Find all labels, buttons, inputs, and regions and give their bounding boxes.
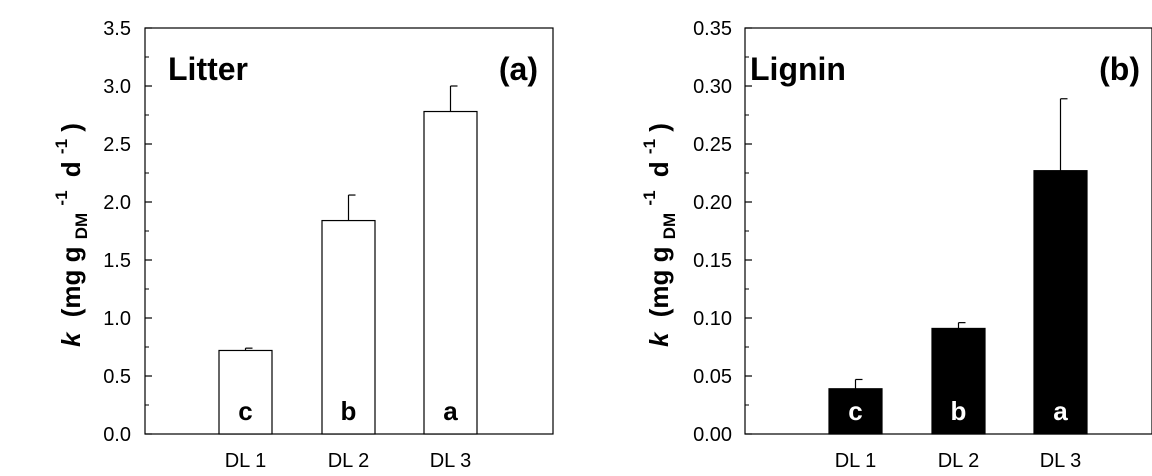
bar <box>423 110 478 435</box>
ylabel-sub: DM <box>72 213 91 239</box>
y-axis-label-b: k (mg g DM -1 d -1 ) <box>631 123 681 347</box>
y-tick-label: 0.5 <box>103 366 131 388</box>
y-tick-label: 1.0 <box>103 308 131 330</box>
y-tick-label: 0.05 <box>693 366 732 388</box>
panel-tag-a: (a) <box>499 51 538 87</box>
y-tick-label: 0.10 <box>693 308 732 330</box>
y-tick-label: 0.30 <box>693 76 732 98</box>
ylabel-d: d <box>644 161 674 177</box>
ylabel-close: ) <box>56 123 86 132</box>
y-tick-label: 0.0 <box>103 424 131 446</box>
panel-b: k (mg g DM -1 d -1 ) Lignin (b) 0.00 0.05… <box>631 18 1152 472</box>
ylabel-d: d <box>56 161 86 177</box>
ylabel-open: (mg g <box>644 246 674 317</box>
y-tick-label: 0.20 <box>693 192 732 214</box>
ylabel-k: k <box>56 331 86 347</box>
panel-a: k (mg g DM -1 d -1 ) Litter (a) 0.0 0.5 1.… <box>43 18 554 472</box>
x-tick-label: DL 3 <box>1040 450 1082 472</box>
ylabel-sup2: -1 <box>52 139 71 154</box>
significance-letter: b <box>951 396 967 426</box>
panel-title-b: Lignin <box>750 51 846 87</box>
y-tick-label: 0.35 <box>693 18 732 40</box>
y-tick-label: 0.15 <box>693 250 732 272</box>
panel-tag-b: (b) <box>1099 51 1140 87</box>
y-tick-label: 3.5 <box>103 18 131 40</box>
significance-letter: a <box>443 396 458 426</box>
x-tick-label: DL 2 <box>938 450 980 472</box>
y-tick-label: 0.25 <box>693 134 732 156</box>
x-tick-label: DL 3 <box>430 450 472 472</box>
panel-title-a: Litter <box>168 51 248 87</box>
ylabel-k: k <box>644 331 674 347</box>
y-tick-label: 3.0 <box>103 76 131 98</box>
ylabel-sub: DM <box>660 213 679 239</box>
x-tick-label: DL 2 <box>328 450 370 472</box>
significance-letter: c <box>238 396 252 426</box>
significance-letter: c <box>848 396 862 426</box>
y-tick-label: 2.0 <box>103 192 131 214</box>
ylabel-sup1: -1 <box>52 190 71 205</box>
y-tick-label: 1.5 <box>103 250 131 272</box>
x-tick-label: DL 1 <box>835 450 877 472</box>
bar <box>321 219 376 435</box>
bar <box>931 327 986 435</box>
ylabel-close: ) <box>644 123 674 132</box>
y-tick-label: 0.00 <box>693 424 732 446</box>
y-tick-label: 2.5 <box>103 134 131 156</box>
significance-letter: a <box>1053 396 1068 426</box>
y-axis-label-a: k (mg g DM -1 d -1 ) <box>43 123 93 347</box>
bar <box>828 388 883 435</box>
x-tick-label: DL 1 <box>225 450 267 472</box>
significance-letter: b <box>341 396 357 426</box>
ylabel-sup1: -1 <box>640 190 659 205</box>
ylabel-sup2: -1 <box>640 139 659 154</box>
bar <box>1033 170 1088 435</box>
ylabel-open: (mg g <box>56 246 86 317</box>
